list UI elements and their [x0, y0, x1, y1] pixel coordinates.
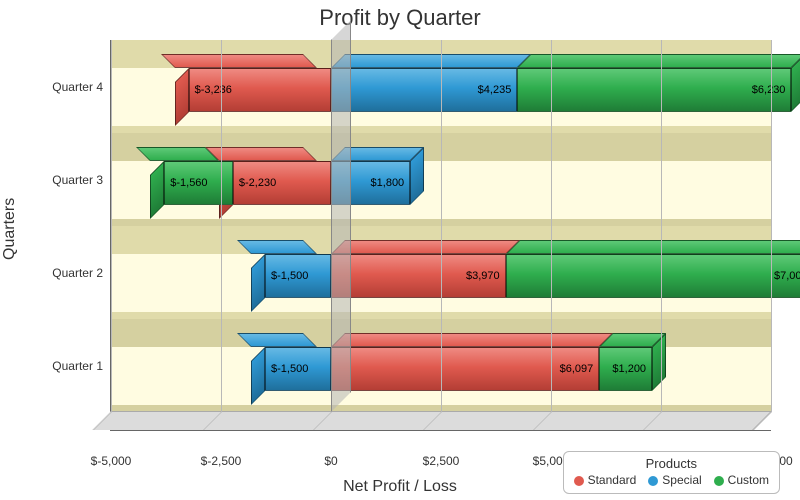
legend-items: Standard Special Custom	[574, 473, 769, 487]
x-tick-label: $2,500	[423, 448, 460, 468]
gridline	[441, 40, 442, 412]
bar-standard: $-3,236	[189, 68, 331, 112]
bar-label: $-1,500	[265, 363, 314, 375]
bar-label: $1,200	[606, 363, 652, 375]
gridline	[661, 40, 662, 412]
chart-title: Profit by Quarter	[0, 5, 800, 31]
bar-standard: $-2,230	[233, 161, 331, 205]
bar-label: $6,230	[746, 84, 792, 96]
bar-special: $4,235	[331, 68, 517, 112]
bar-custom: $7,000	[506, 254, 800, 298]
bar-custom: $1,200	[599, 347, 652, 391]
bar-standard: $6,097	[331, 347, 599, 391]
gridline	[111, 40, 112, 412]
gridline	[221, 40, 222, 412]
legend-item-special: Special	[648, 473, 701, 487]
gridline	[771, 40, 772, 412]
gridline	[551, 40, 552, 412]
bar-label: $-2,230	[233, 177, 282, 189]
legend: Products Standard Special Custom	[563, 451, 780, 494]
zero-plane	[331, 20, 351, 412]
bar-label: $7,000	[768, 270, 800, 282]
bar-label: $6,097	[554, 363, 600, 375]
x-tick-label: $0	[324, 448, 337, 468]
bar-special: $-1,500	[265, 254, 331, 298]
y-tick-label: Quarter 3	[52, 173, 111, 187]
y-tick-label: Quarter 4	[52, 80, 111, 94]
bar-custom: $-1,560	[164, 161, 233, 205]
y-tick-label: Quarter 2	[52, 266, 111, 280]
bar-label: $-1,560	[164, 177, 213, 189]
profit-by-quarter-chart: Profit by Quarter Quarters Net Profit / …	[0, 0, 800, 500]
legend-swatch	[714, 476, 724, 486]
y-tick-label: Quarter 1	[52, 359, 111, 373]
bar-label: $1,800	[365, 177, 411, 189]
legend-swatch	[648, 476, 658, 486]
legend-title: Products	[574, 456, 769, 471]
bar-special: $-1,500	[265, 347, 331, 391]
legend-item-custom: Custom	[714, 473, 769, 487]
bar-standard: $3,970	[331, 254, 506, 298]
bar-custom: $6,230	[517, 68, 791, 112]
plot-area: $6,097$-1,500$1,200$3,970$-1,500$7,000$-…	[110, 40, 771, 431]
bar-label: $3,970	[460, 270, 506, 282]
legend-swatch	[574, 476, 584, 486]
y-axis-title: Quarters	[1, 240, 19, 260]
x-tick-label: $-5,000	[91, 448, 132, 468]
bar-label: $-3,236	[189, 84, 238, 96]
bar-label: $4,235	[472, 84, 518, 96]
bar-label: $-1,500	[265, 270, 314, 282]
legend-item-standard: Standard	[574, 473, 637, 487]
x-tick-label: $-2,500	[201, 448, 242, 468]
